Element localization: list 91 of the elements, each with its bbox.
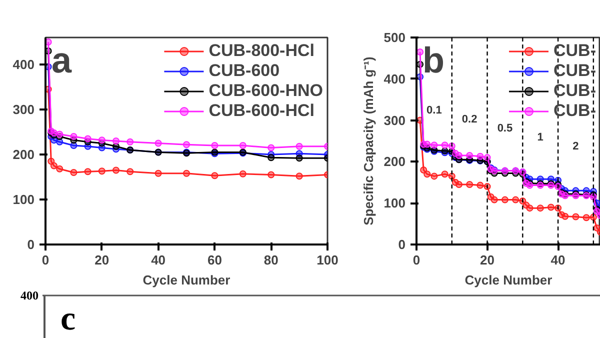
point (268, 154, 275, 162)
x-tick-label: 100 (316, 252, 338, 268)
point (70, 133, 78, 140)
point (84, 135, 92, 142)
x-tick-label: 20 (94, 252, 110, 268)
point (490, 196, 498, 204)
point (424, 170, 431, 178)
x-tick-label: 60 (207, 252, 222, 268)
point (501, 196, 508, 204)
legend-label: CUB- (554, 81, 596, 101)
y-tick-label: 200 (384, 154, 406, 170)
legend-label: CUB- (554, 61, 596, 81)
point (50, 129, 58, 136)
point (154, 140, 162, 147)
legend-label: CUB-600 (208, 61, 280, 81)
x-axis-title: Cycle Number (464, 272, 552, 288)
point (296, 172, 303, 180)
y-tick-label: 0 (398, 237, 406, 252)
point (268, 144, 275, 152)
annotation: 2 (572, 140, 579, 152)
point (183, 170, 190, 177)
point (536, 204, 544, 212)
point (420, 166, 428, 174)
point (98, 136, 106, 144)
point (572, 213, 580, 220)
y-axis-title: Specific Capacity (mAh g⁻¹) (360, 56, 376, 226)
point (239, 142, 246, 149)
point (466, 152, 474, 159)
point (476, 182, 484, 189)
point (430, 172, 438, 180)
point (126, 168, 134, 176)
point (424, 140, 431, 148)
x-tick-label: 0 (42, 252, 50, 268)
point (211, 142, 218, 149)
annotation: 0.5 (497, 122, 513, 134)
legend-label: CUB-600-HCl (208, 101, 314, 121)
x-axis-title: Cycle Number (142, 272, 230, 288)
y-tick-label: 100 (384, 196, 406, 211)
point (441, 170, 448, 178)
x-tick-label: 80 (264, 252, 278, 268)
point (526, 204, 534, 212)
y-tick-label: 300 (12, 102, 35, 117)
x-tick-label: 20 (480, 252, 495, 268)
point (98, 168, 106, 175)
x-tick-label: 0 (412, 252, 420, 268)
point (56, 130, 64, 138)
annotation: b (422, 40, 444, 80)
annotation: 1 (537, 132, 544, 144)
y-tick-label: 0 (27, 237, 35, 252)
point (268, 171, 275, 178)
point (441, 142, 448, 149)
text: c (60, 300, 76, 338)
point (476, 152, 484, 160)
point (211, 172, 218, 180)
annotation: 0.1 (426, 104, 442, 116)
point (154, 170, 162, 177)
annotation: a (52, 40, 72, 80)
point (562, 212, 569, 220)
point (183, 141, 190, 148)
annotation: 0.2 (462, 114, 478, 126)
point (296, 154, 303, 162)
point (70, 169, 78, 176)
point (112, 166, 120, 174)
point (547, 204, 554, 211)
y-tick-label: 300 (384, 112, 406, 128)
point (56, 165, 64, 172)
point (582, 214, 590, 222)
y-tick-label: 500 (384, 30, 406, 45)
point (466, 180, 474, 188)
x-tick-label: 40 (151, 252, 166, 268)
legend-label: CUB- (554, 41, 596, 61)
y-tick-label: 100 (12, 192, 35, 207)
legend-label: CUB-600-HNO (208, 81, 323, 101)
point (239, 170, 246, 178)
point (455, 152, 462, 159)
point (126, 138, 134, 146)
point (296, 142, 303, 150)
legend-label: CUB- (554, 101, 596, 121)
legend-label: CUB-800-HCl (208, 41, 314, 61)
y-tick-label: 200 (12, 147, 35, 162)
x-tick-label: 40 (550, 252, 566, 268)
point (112, 138, 120, 144)
y-tick-label: 400 (384, 71, 406, 86)
point (50, 162, 58, 170)
point (512, 196, 520, 204)
point (84, 168, 92, 176)
point (416, 48, 424, 56)
point (455, 180, 462, 188)
point (430, 142, 438, 149)
point (46, 38, 52, 46)
y-tick-label: 400 (12, 57, 35, 72)
